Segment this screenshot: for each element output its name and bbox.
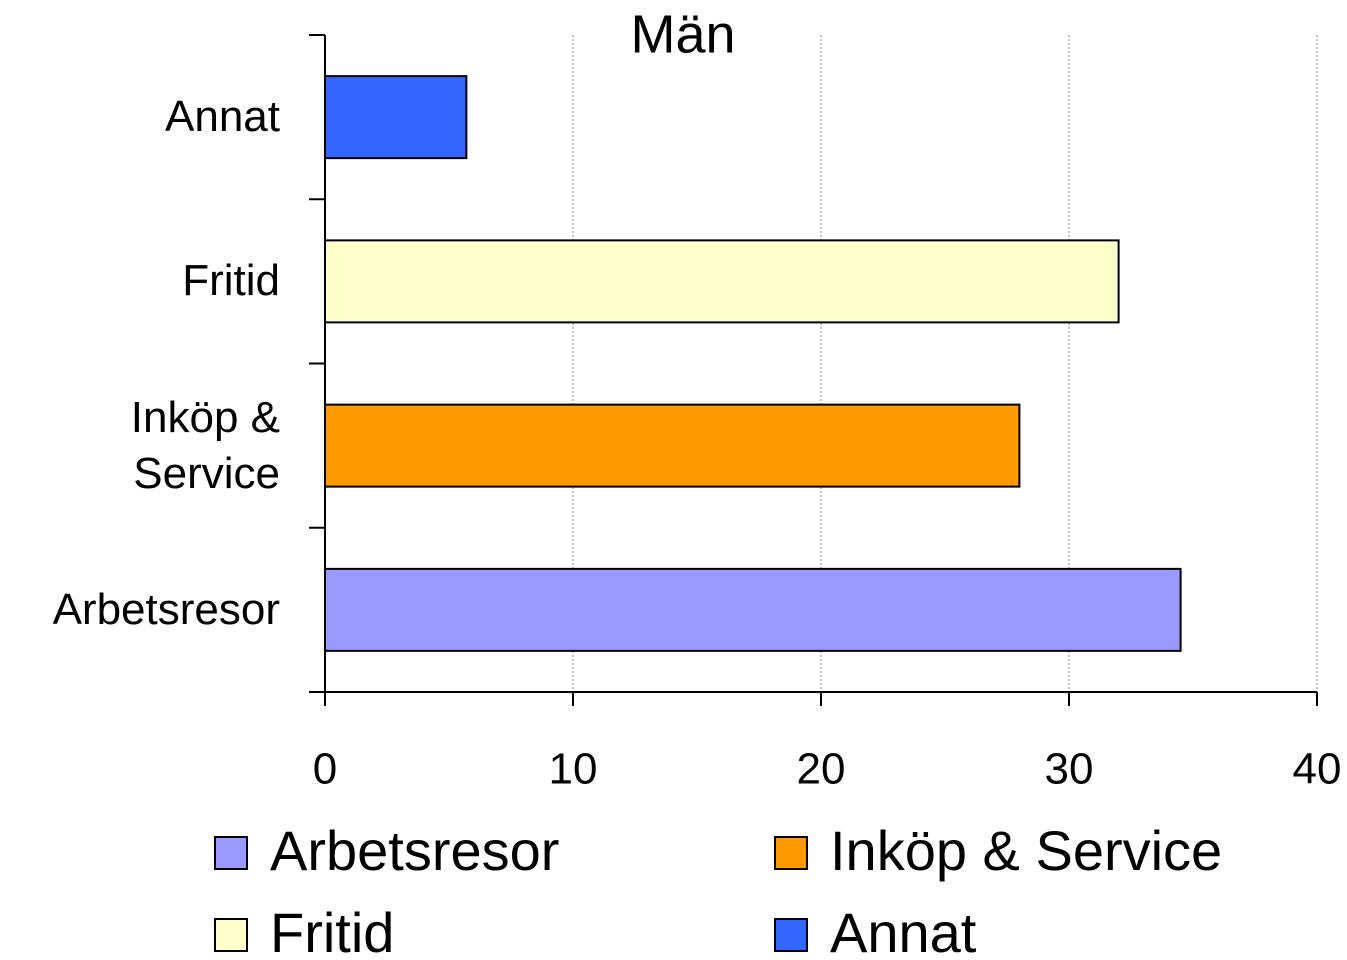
- x-tick-label: 10: [549, 745, 598, 794]
- legend-swatch: [774, 836, 808, 870]
- x-tick-label: 20: [797, 745, 846, 794]
- bar: [324, 567, 1182, 652]
- chart-title: Män: [630, 4, 735, 64]
- legend-swatch: [214, 836, 248, 870]
- y-tick-label: Arbetsresor: [52, 584, 280, 634]
- legend-swatch: [774, 918, 808, 952]
- legend-label: Annat: [830, 901, 977, 960]
- bar: [324, 403, 1021, 488]
- legend-label: Inköp & Service: [830, 819, 1222, 882]
- y-tick-label: Annat: [165, 92, 280, 142]
- x-tick-label: 30: [1045, 745, 1094, 794]
- legend-label: Fritid: [270, 901, 394, 960]
- y-tick-label: Fritid: [182, 256, 280, 306]
- legend-swatch: [214, 918, 248, 952]
- bar: [324, 75, 468, 160]
- x-tick-label: 0: [313, 745, 337, 794]
- y-tick-label: Inköp & Service: [130, 392, 280, 498]
- legend-label: Arbetsresor: [270, 819, 559, 882]
- x-tick-label: 40: [1293, 745, 1342, 794]
- bar: [324, 239, 1120, 324]
